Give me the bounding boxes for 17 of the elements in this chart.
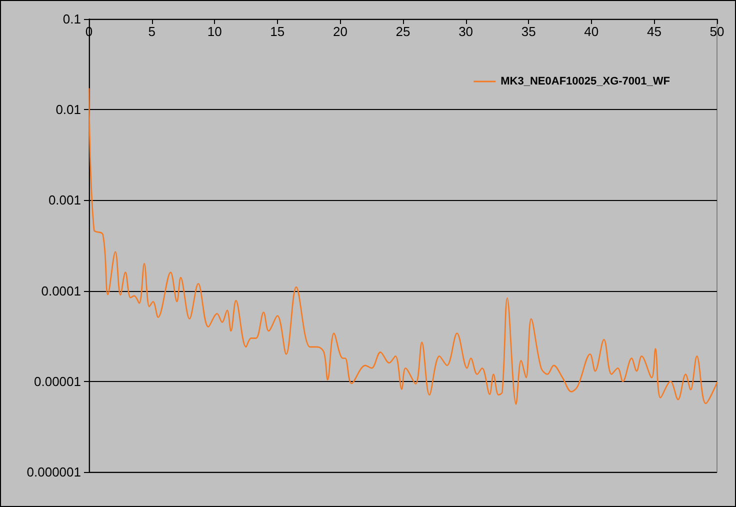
y-tick-label: 0.001 — [48, 192, 81, 208]
x-tick-label: 20 — [332, 24, 348, 39]
x-tick-label: 5 — [148, 24, 156, 39]
x-tick-label: 45 — [646, 24, 662, 39]
y-tick-label: 0.000001 — [26, 464, 81, 480]
y-tick-label: 0.0001 — [41, 283, 81, 298]
x-tick-label: 10 — [207, 24, 222, 39]
x-tick-label: 15 — [270, 24, 285, 39]
y-tick-label: 0.1 — [62, 12, 81, 26]
x-tick-label: 40 — [584, 24, 599, 39]
x-tick-label: 30 — [458, 24, 474, 39]
x-tick-label: 25 — [396, 24, 410, 39]
y-tick-label: 0.00001 — [34, 374, 81, 389]
y-tick-label: 0.01 — [56, 102, 81, 118]
x-tick-label: 50 — [710, 24, 724, 39]
legend-label: MK3_NE0AF10025_XG-7001_WF — [500, 76, 670, 88]
x-tick-label: 35 — [521, 24, 536, 39]
